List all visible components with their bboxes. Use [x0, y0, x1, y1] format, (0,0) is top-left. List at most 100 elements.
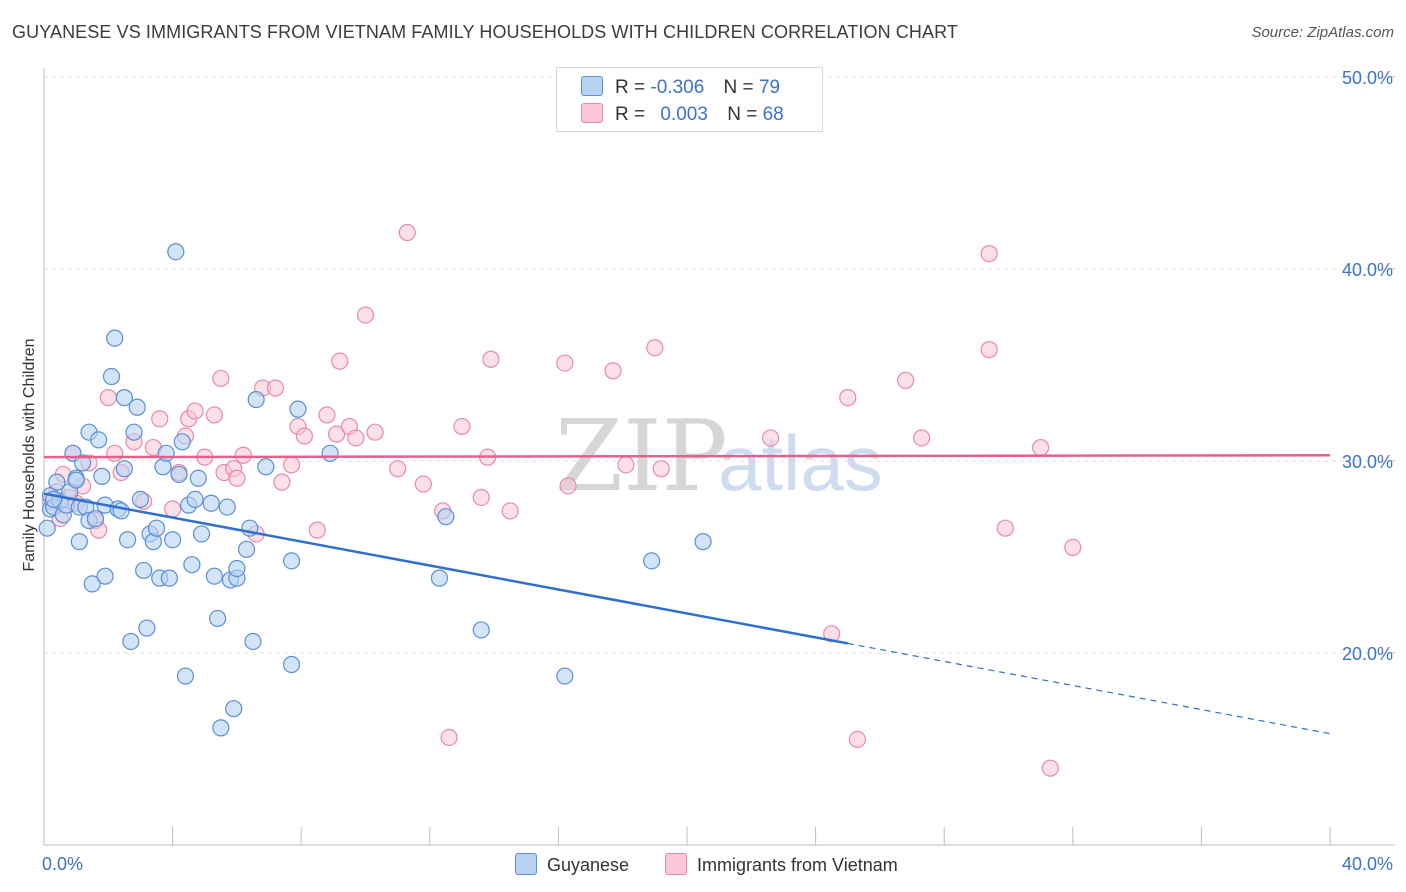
data-point-guyanese	[176, 667, 195, 685]
trend-lines	[43, 453, 1331, 735]
legend-n-value: 79	[758, 77, 781, 98]
data-point-vietnam	[414, 475, 432, 493]
bottom-legend-guyanese: Guyanese	[515, 853, 629, 876]
data-point-guyanese	[257, 458, 275, 476]
data-point-guyanese	[90, 431, 108, 449]
data-point-guyanese	[86, 509, 105, 528]
data-point-guyanese	[167, 243, 185, 261]
data-point-vietnam	[389, 460, 407, 478]
data-point-vietnam	[356, 306, 375, 324]
data-point-guyanese	[115, 460, 133, 478]
data-point-guyanese	[38, 519, 56, 537]
data-point-guyanese	[212, 719, 230, 737]
legend-n-value: 68	[762, 104, 784, 125]
data-point-vietnam	[282, 456, 301, 474]
data-point-guyanese	[321, 444, 339, 462]
y-tick-label: 20.0%	[1342, 644, 1393, 664]
legend-row-vietnam: R = 0.003 N = 68	[581, 103, 784, 126]
data-point-vietnam	[1064, 538, 1082, 557]
data-point-guyanese	[225, 700, 243, 718]
data-point-guyanese	[157, 444, 175, 462]
data-point-guyanese	[472, 621, 490, 639]
data-point-vietnam	[501, 502, 519, 520]
data-point-guyanese	[170, 465, 188, 484]
data-point-vietnam	[186, 402, 204, 420]
data-point-guyanese	[125, 423, 143, 441]
data-point-vietnam	[839, 389, 857, 407]
x-tick-label: 40.0%	[1342, 854, 1393, 874]
data-point-guyanese	[73, 454, 92, 472]
data-point-vietnam	[996, 519, 1014, 537]
data-point-guyanese	[106, 329, 124, 347]
data-point-vietnam	[347, 429, 365, 447]
legend-r-value: 0.003	[660, 104, 708, 125]
data-point-vietnam	[1032, 438, 1050, 457]
trend-line-guyanese	[43, 492, 848, 645]
data-point-guyanese	[437, 508, 455, 526]
data-point-guyanese	[173, 433, 191, 451]
data-point-vietnam	[327, 425, 346, 443]
data-point-vietnam	[646, 339, 664, 357]
data-point-vietnam	[331, 352, 349, 370]
trend-line-guyanese-extension	[847, 642, 1331, 735]
data-point-vietnam	[848, 730, 866, 749]
data-point-guyanese	[189, 469, 207, 487]
data-point-guyanese	[183, 556, 201, 574]
data-point-vietnam	[482, 350, 500, 368]
legend-swatch-pink	[665, 853, 687, 875]
legend-swatch-blue	[581, 76, 603, 96]
data-point-vietnam	[823, 625, 841, 643]
data-point-guyanese	[128, 398, 146, 416]
data-point-vietnam	[205, 406, 223, 424]
data-point-guyanese	[192, 525, 211, 543]
data-point-guyanese	[228, 559, 246, 578]
data-point-vietnam	[366, 423, 384, 441]
data-point-vietnam	[295, 427, 314, 445]
data-point-vietnam	[604, 362, 622, 380]
data-point-vietnam	[913, 429, 931, 447]
trend-line-vietnam	[43, 453, 1331, 459]
data-point-vietnam	[266, 379, 285, 397]
data-point-vietnam	[228, 469, 246, 487]
tick-labels: 20.0% 30.0% 40.0% 50.0% 0.0% 40.0%	[42, 68, 1393, 874]
data-point-vietnam	[980, 341, 998, 359]
data-point-guyanese	[209, 609, 227, 628]
data-point-vietnam	[1041, 759, 1059, 777]
source-label: Source: ZipAtlas.com	[1251, 24, 1394, 41]
legend-r-value: -0.306	[650, 77, 705, 98]
data-point-guyanese	[289, 400, 307, 418]
legend-swatch-blue	[515, 853, 537, 875]
data-point-vietnam	[151, 410, 169, 428]
data-point-guyanese	[282, 552, 301, 570]
data-point-guyanese	[67, 471, 85, 489]
data-point-guyanese	[93, 467, 111, 485]
data-point-guyanese	[244, 632, 262, 651]
data-point-guyanese	[96, 567, 114, 585]
data-point-guyanese	[237, 540, 256, 558]
data-point-vietnam	[472, 488, 490, 507]
y-tick-label: 40.0%	[1342, 260, 1393, 280]
data-point-guyanese	[83, 575, 101, 593]
data-point-vietnam	[398, 223, 416, 242]
data-point-guyanese	[218, 498, 236, 516]
data-point-guyanese	[186, 490, 204, 508]
data-point-guyanese	[138, 619, 156, 637]
data-point-vietnam	[617, 456, 635, 474]
data-point-vietnam	[212, 369, 230, 388]
data-point-vietnam	[556, 354, 574, 372]
data-point-vietnam	[652, 460, 670, 478]
data-point-vietnam	[318, 406, 336, 424]
watermark-atlas: atlas	[718, 419, 883, 507]
data-point-guyanese	[147, 519, 166, 537]
data-point-guyanese	[247, 390, 265, 409]
data-point-vietnam	[106, 444, 124, 462]
data-point-guyanese	[205, 567, 223, 585]
chart-title: GUYANESE VS IMMIGRANTS FROM VIETNAM FAMI…	[12, 22, 958, 42]
data-point-vietnam	[897, 371, 915, 389]
data-point-guyanese	[694, 533, 712, 551]
y-axis-title: Family Households with Children	[21, 338, 38, 572]
data-point-guyanese	[115, 389, 133, 407]
data-point-vietnam	[308, 521, 326, 539]
data-point-vietnam	[234, 446, 252, 464]
